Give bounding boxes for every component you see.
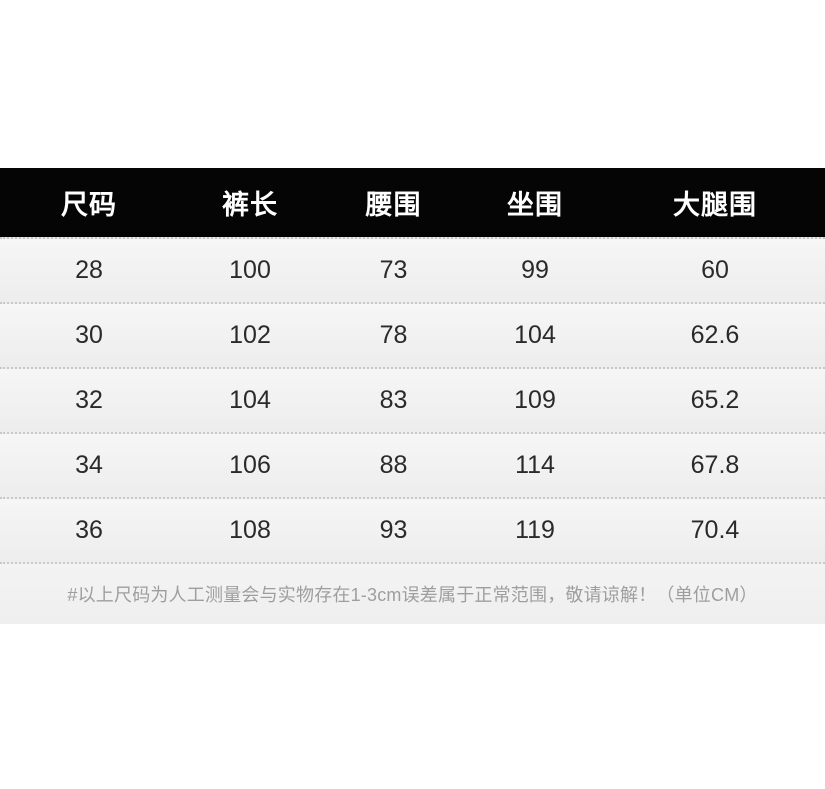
cell-pant-length: 104 — [229, 386, 271, 414]
disclaimer-text: #以上尺码为人工测量会与实物存在1-3cm误差属于正常范围，敬请谅解！（单位CM… — [67, 585, 758, 605]
cell-waist: 93 — [379, 516, 408, 544]
cell-hip: 114 — [515, 451, 555, 479]
column-header-size: 尺码 — [61, 190, 117, 220]
table-row: 30 102 78 104 62.6 — [0, 302, 825, 367]
cell-thigh: 60 — [701, 256, 729, 284]
top-whitespace — [0, 0, 825, 168]
cell-hip: 119 — [515, 516, 555, 544]
column-header-waist: 腰围 — [365, 190, 422, 220]
table-row: 32 104 83 109 65.2 — [0, 367, 825, 432]
cell-thigh: 65.2 — [690, 386, 740, 414]
cell-thigh: 62.6 — [690, 321, 740, 349]
cell-size: 32 — [75, 386, 103, 414]
cell-waist: 73 — [379, 256, 408, 284]
cell-size: 34 — [75, 451, 103, 479]
cell-hip: 109 — [514, 386, 556, 414]
cell-pant-length: 108 — [229, 516, 271, 544]
cell-pant-length: 102 — [229, 321, 271, 349]
cell-hip: 99 — [521, 256, 549, 284]
size-chart-table: 尺码 裤长 腰围 坐围 大腿围 28 100 73 99 60 30 102 7… — [0, 168, 825, 624]
column-header-hip: 坐围 — [507, 190, 563, 220]
measurement-disclaimer: #以上尺码为人工测量会与实物存在1-3cm误差属于正常范围，敬请谅解！（单位CM… — [0, 562, 825, 624]
cell-waist: 88 — [379, 451, 408, 479]
cell-size: 30 — [75, 321, 103, 349]
cell-pant-length: 100 — [229, 256, 271, 284]
table-row: 28 100 73 99 60 — [0, 237, 825, 302]
column-header-pant-length: 裤长 — [222, 190, 278, 220]
cell-thigh: 67.8 — [690, 451, 740, 479]
cell-size: 36 — [75, 516, 103, 544]
cell-waist: 83 — [379, 386, 408, 414]
cell-size: 28 — [75, 256, 103, 284]
cell-pant-length: 106 — [229, 451, 271, 479]
table-row: 36 108 93 119 70.4 — [0, 497, 825, 562]
cell-thigh: 70.4 — [690, 516, 740, 544]
column-header-thigh: 大腿围 — [673, 190, 757, 220]
table-row: 34 106 88 114 67.8 — [0, 432, 825, 497]
table-header-row: 尺码 裤长 腰围 坐围 大腿围 — [0, 168, 825, 237]
cell-hip: 104 — [514, 321, 556, 349]
cell-waist: 78 — [379, 321, 408, 349]
